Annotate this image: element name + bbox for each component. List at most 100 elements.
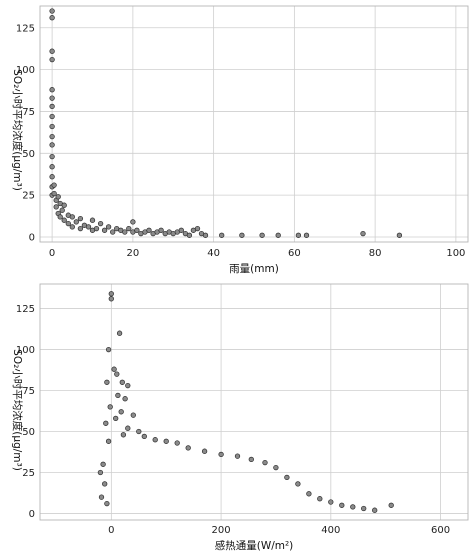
c1-y-tick-label: 75: [22, 107, 35, 118]
c1-data-point: [202, 232, 209, 238]
c1-data-point: [396, 232, 403, 238]
c1-x-tick-label: 80: [369, 248, 382, 259]
c2-data-point: [108, 296, 114, 302]
c2-data-point: [104, 500, 110, 507]
c2-data-point: [102, 481, 108, 487]
c1-data-point: [65, 220, 71, 227]
c2-data-point: [100, 461, 106, 467]
c2-data-point: [116, 330, 123, 336]
c1-data-point: [49, 95, 55, 101]
c1-x-tick-label: 60: [288, 248, 301, 259]
c2-y-tick-label: 50: [22, 427, 35, 438]
c1-data-point: [55, 194, 61, 200]
c2-data-point: [125, 382, 131, 389]
c1-data-point: [49, 113, 55, 120]
c2-data-point: [130, 412, 136, 418]
chart2-y-tick-labels: 0 25 50 75 100 125: [16, 304, 35, 520]
c1-data-point: [69, 224, 75, 230]
c1-data-point: [158, 227, 164, 233]
chart-rainfall: 0 25 50 75 100 125 0 20 40 60 80 100 雨量(mm) SO₂小时平…: [11, 5, 469, 275]
c1-data-point: [49, 153, 55, 160]
c2-data-point: [372, 507, 378, 513]
c2-data-point: [136, 428, 142, 435]
c2-y-tick-label: 100: [16, 345, 35, 356]
c1-data-point: [89, 217, 96, 223]
c1-data-point: [57, 214, 63, 220]
c2-data-point: [388, 502, 394, 508]
c1-data-point: [303, 232, 310, 238]
c2-data-point: [185, 445, 191, 451]
c1-data-point: [122, 229, 128, 235]
chart2-points: [97, 291, 394, 513]
c1-data-point: [59, 207, 65, 213]
c1-data-point: [69, 214, 75, 220]
c1-data-point: [97, 220, 104, 227]
c2-data-point: [339, 502, 345, 508]
c1-data-point: [194, 225, 201, 232]
c1-y-tick-label: 0: [29, 232, 35, 243]
c1-data-point: [49, 56, 55, 63]
c1-data-point: [49, 164, 55, 170]
c1-data-point: [53, 204, 59, 210]
c1-data-point: [49, 103, 55, 110]
chart1-x-axis-label: 雨量(mm): [229, 263, 279, 275]
c1-data-point: [49, 87, 55, 93]
c2-x-tick-label: 400: [321, 525, 340, 536]
chart2-plot-frame: [39, 283, 469, 521]
c1-data-point: [61, 202, 67, 208]
c1-data-point: [178, 227, 184, 233]
c2-data-point: [174, 440, 180, 446]
c1-data-point: [49, 123, 55, 130]
c2-data-point: [97, 469, 104, 476]
c1-data-point: [219, 232, 225, 238]
c1-data-point: [101, 227, 108, 233]
c2-x-tick-label: 0: [108, 525, 114, 536]
c1-data-point: [49, 15, 55, 21]
c2-x-tick-label: 200: [212, 525, 231, 536]
c2-data-point: [122, 396, 128, 402]
c2-data-point: [114, 371, 120, 377]
c2-data-point: [105, 346, 112, 353]
c1-data-point: [51, 190, 57, 197]
chart2-gridlines: [40, 284, 468, 520]
c2-data-point: [328, 499, 334, 505]
chart1-y-axis-label: SO₂小时平均浓度(μg/m³): [11, 69, 24, 191]
c1-x-tick-label: 40: [207, 248, 220, 259]
c1-data-point: [360, 230, 366, 237]
c2-data-point: [273, 464, 279, 471]
c2-data-point: [108, 291, 114, 297]
c2-data-point: [113, 415, 119, 422]
chart1-y-tick-labels: 0 25 50 75 100 125: [16, 23, 35, 243]
c1-data-point: [186, 232, 193, 238]
c1-data-point: [105, 224, 112, 230]
chart2-x-axis-label: 感热通量(W/m²): [215, 539, 294, 552]
chart2-y-axis-label: SO₂小时平均浓度(μg/m³): [11, 349, 24, 471]
c2-data-point: [141, 433, 147, 440]
c1-data-point: [239, 232, 245, 238]
c2-data-point: [118, 409, 124, 415]
c1-data-point: [61, 217, 67, 223]
c2-y-tick-label: 75: [22, 386, 35, 397]
c1-data-point: [130, 219, 136, 225]
c2-data-point: [120, 432, 127, 438]
chart1-points: [49, 8, 403, 238]
c1-data-point: [259, 232, 265, 238]
c2-data-point: [152, 437, 158, 443]
chart2-x-tick-labels: 0 200 400 600: [108, 525, 450, 536]
c2-x-tick-label: 600: [431, 525, 450, 536]
c2-y-tick-label: 125: [16, 304, 35, 315]
c2-data-point: [125, 425, 131, 431]
c2-data-point: [104, 379, 110, 385]
c1-data-point: [126, 225, 132, 232]
c1-data-point: [77, 225, 84, 232]
c2-data-point: [115, 392, 121, 399]
c2-data-point: [119, 379, 125, 385]
c1-data-point: [146, 227, 152, 233]
c1-data-point: [49, 8, 55, 14]
c2-data-point: [103, 420, 109, 426]
c2-data-point: [361, 505, 367, 512]
c1-data-point: [49, 142, 55, 148]
c2-data-point: [218, 451, 224, 458]
c1-y-tick-label: 100: [16, 65, 35, 76]
